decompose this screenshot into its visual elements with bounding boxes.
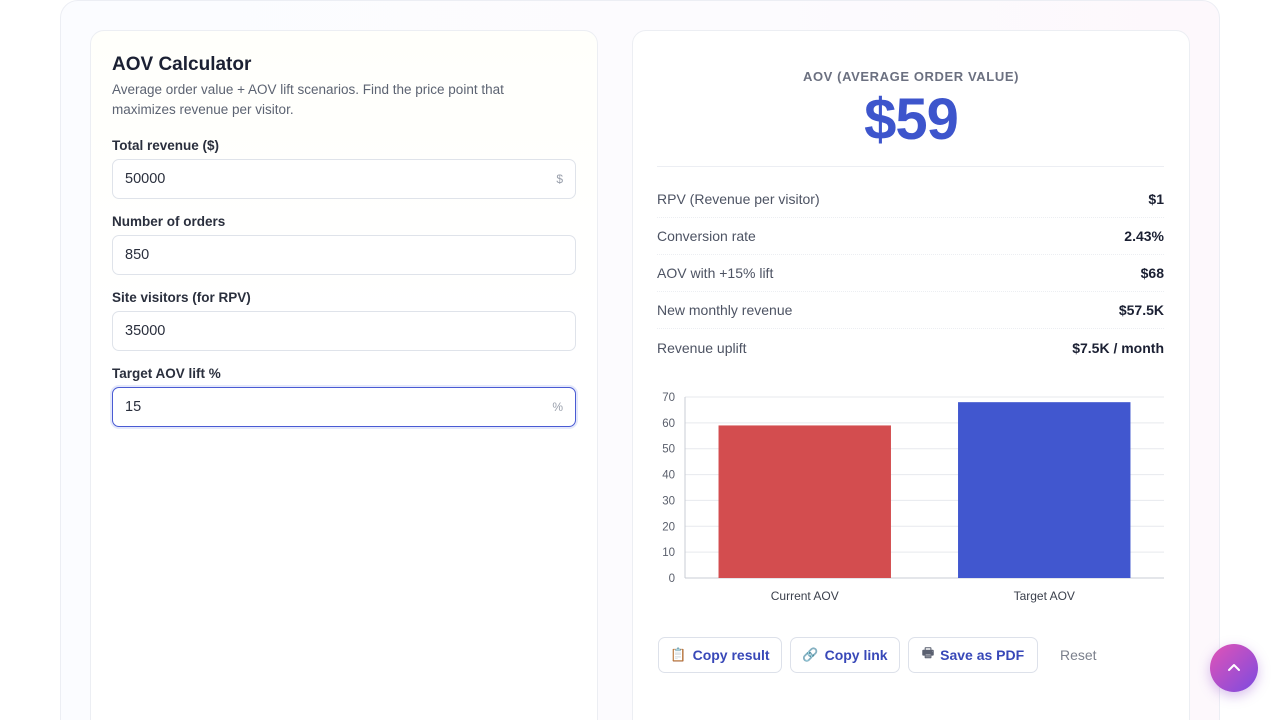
link-icon: 🔗: [802, 647, 819, 662]
stat-label: New monthly revenue: [657, 302, 793, 318]
stat-label: Conversion rate: [657, 228, 756, 244]
lift-label: Target AOV lift %: [112, 366, 221, 381]
copy-result-button[interactable]: 📋 Copy result: [658, 637, 782, 673]
stat-value: $7.5K / month: [1072, 339, 1164, 356]
bar: [958, 402, 1131, 578]
copy-link-label: Copy link: [824, 647, 888, 663]
visitors-label: Site visitors (for RPV): [112, 290, 251, 305]
stat-row: New monthly revenue $57.5K: [657, 292, 1164, 329]
stat-label: AOV with +15% lift: [657, 265, 774, 281]
orders-label: Number of orders: [112, 214, 226, 229]
bar: [718, 425, 891, 578]
copy-link-button[interactable]: 🔗 Copy link: [790, 637, 900, 673]
save-pdf-button[interactable]: 🖶 Save as PDF: [908, 637, 1038, 673]
visitors-field-wrapper: [112, 311, 576, 351]
result-card: [632, 30, 1190, 720]
x-tick-label: Current AOV: [771, 589, 839, 603]
y-tick-label: 70: [662, 392, 675, 404]
reset-button[interactable]: Reset: [1060, 647, 1097, 663]
y-tick-label: 50: [662, 444, 675, 456]
stat-row: Conversion rate 2.43%: [657, 218, 1164, 255]
stat-row: RPV (Revenue per visitor) $1: [657, 181, 1164, 218]
printer-icon: 🖶: [921, 645, 935, 660]
save-pdf-label: Save as PDF: [940, 647, 1025, 663]
stat-label: Revenue uplift: [657, 339, 747, 356]
y-tick-label: 20: [662, 521, 675, 533]
lift-field-wrapper: %: [112, 387, 576, 427]
stat-row: AOV with +15% lift $68: [657, 255, 1164, 292]
aov-bar-chart: 0 10 20 30 40 50 60 70 Current AOV Target AOV: [662, 392, 1164, 603]
copy-result-label: Copy result: [692, 647, 770, 663]
y-tick-label: 40: [662, 470, 675, 482]
y-tick-label: 10: [662, 547, 675, 559]
scroll-top-button[interactable]: [1210, 644, 1258, 692]
orders-field-wrapper: [112, 235, 576, 275]
y-tick-label: 30: [662, 495, 675, 507]
x-tick-label: Target AOV: [1014, 589, 1075, 603]
clipboard-icon: 📋: [670, 647, 687, 662]
total-revenue-input[interactable]: [125, 171, 557, 187]
stat-row: Revenue uplift $7.5K / month: [657, 329, 1164, 366]
percent-suffix: %: [552, 400, 563, 414]
calculator-title: AOV Calculator: [112, 54, 252, 75]
chevron-up-icon: [1228, 664, 1240, 671]
input-card: [90, 30, 598, 720]
total-revenue-label: Total revenue ($): [112, 138, 220, 153]
stat-value: $68: [1140, 265, 1164, 281]
visitors-input[interactable]: [125, 323, 563, 339]
y-tick-label: 0: [669, 573, 675, 585]
lift-input[interactable]: [125, 399, 553, 415]
stat-value: $1: [1148, 191, 1164, 207]
calculator-subtitle: Average order value + AOV lift scenarios…: [112, 82, 504, 117]
dollar-suffix: $: [556, 172, 563, 186]
result-divider: [657, 166, 1164, 167]
stat-value: 2.43%: [1124, 228, 1164, 244]
total-revenue-field-wrapper: $: [112, 159, 576, 199]
stat-value: $57.5K: [1118, 302, 1164, 318]
y-tick-label: 60: [662, 418, 675, 430]
aov-result-value: $59: [864, 87, 959, 152]
orders-input[interactable]: [125, 247, 563, 263]
stat-label: RPV (Revenue per visitor): [657, 191, 820, 207]
result-label: AOV (AVERAGE ORDER VALUE): [802, 69, 1020, 84]
